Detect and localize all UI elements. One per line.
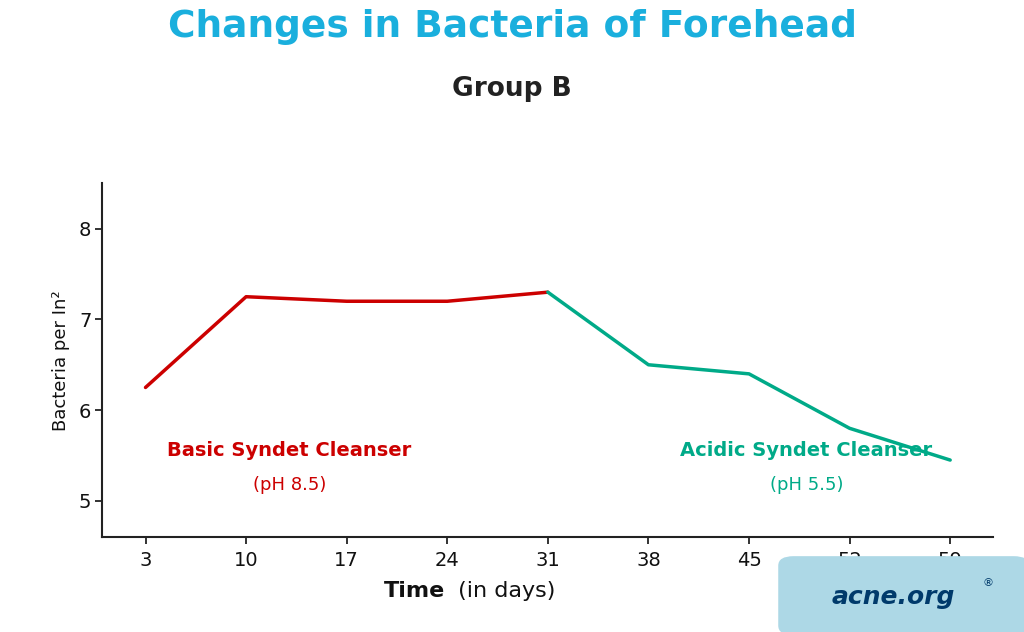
Text: Changes in Bacteria of Forehead: Changes in Bacteria of Forehead — [168, 9, 856, 46]
Text: (in days): (in days) — [451, 581, 555, 601]
Text: Basic Syndet Cleanser: Basic Syndet Cleanser — [167, 442, 412, 461]
Text: ®: ® — [983, 578, 993, 588]
Text: (pH 5.5): (pH 5.5) — [770, 475, 843, 494]
Text: acne.org: acne.org — [831, 585, 954, 609]
Y-axis label: Bacteria per In²: Bacteria per In² — [52, 290, 71, 430]
Text: Time: Time — [384, 581, 445, 601]
Text: Group B: Group B — [453, 76, 571, 102]
Text: (pH 8.5): (pH 8.5) — [253, 475, 326, 494]
Text: Acidic Syndet Cleanser: Acidic Syndet Cleanser — [680, 442, 933, 461]
